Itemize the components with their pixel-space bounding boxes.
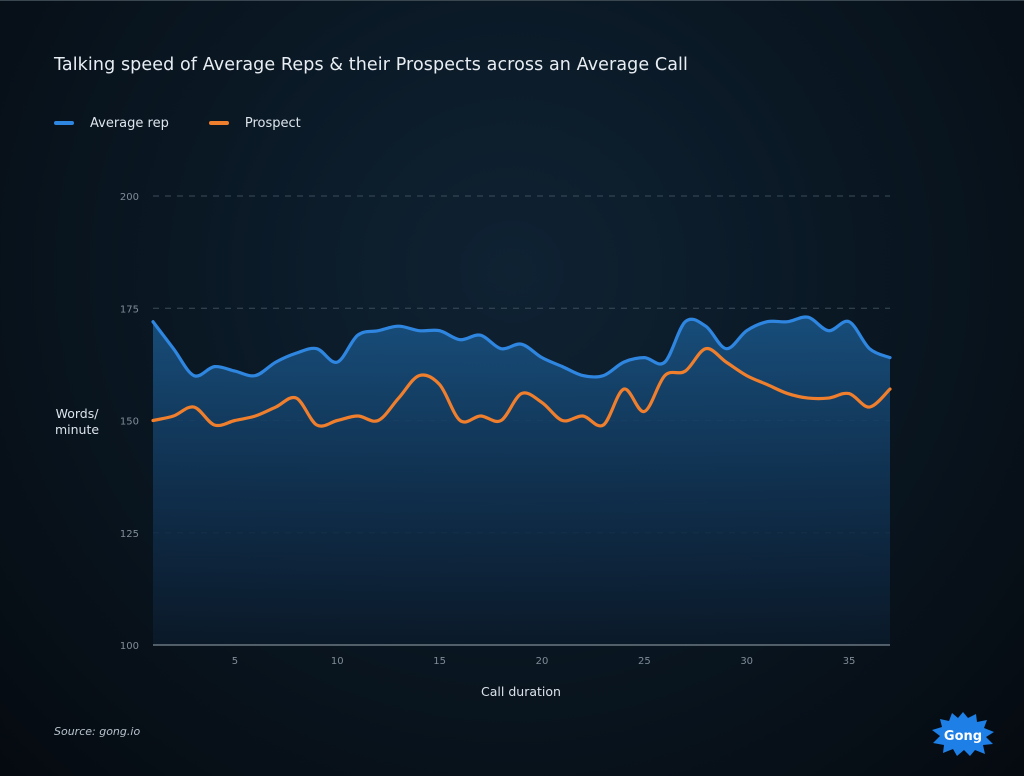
y-tick-label-200: 200 [120, 192, 139, 203]
y-axis-label-line2: minute [55, 422, 99, 437]
y-tick-label-100: 100 [120, 641, 139, 652]
grid-lines [153, 195, 890, 534]
x-tick-label-10: 10 [331, 656, 344, 667]
series-line-prospect [151, 347, 892, 428]
x-tick-label-20: 20 [536, 656, 549, 667]
legend-swatch-rep [54, 121, 74, 125]
legend-label-rep: Average rep [90, 115, 169, 131]
area-fill [153, 316, 890, 645]
legend-swatch-prospect [208, 121, 229, 125]
x-tick-label-5: 5 [232, 656, 238, 667]
x-tick-label-30: 30 [740, 656, 753, 667]
gong-logo: Gong [932, 712, 994, 756]
top-border [0, 0, 1024, 1]
x-tick-label-15: 15 [433, 656, 446, 667]
rep-area-fill [153, 316, 890, 645]
legend: Average rep Prospect [54, 114, 341, 132]
tick-labels: 100 125 150 175 200 5 10 15 20 25 30 35 [120, 192, 856, 667]
logo-starburst-icon [932, 712, 994, 756]
x-tick-label-35: 35 [843, 656, 856, 667]
y-tick-label-175: 175 [120, 304, 139, 315]
series-line-average-rep [151, 315, 892, 379]
logo-text: Gong [944, 729, 982, 744]
series-lines [151, 315, 892, 428]
y-tick-label-150: 150 [120, 417, 139, 428]
x-tick-label-25: 25 [638, 656, 651, 667]
legend-item-prospect: Prospect [208, 115, 301, 131]
legend-label-prospect: Prospect [244, 115, 301, 131]
chart-title: Talking speed of Average Reps & their Pr… [54, 55, 688, 75]
source-note: Source: gong.io [54, 725, 141, 738]
y-axis-label-line1: Words/ [56, 406, 100, 421]
y-tick-label-125: 125 [120, 529, 139, 540]
x-axis-label: Call duration [481, 684, 561, 699]
legend-item-rep: Average rep [54, 116, 169, 131]
